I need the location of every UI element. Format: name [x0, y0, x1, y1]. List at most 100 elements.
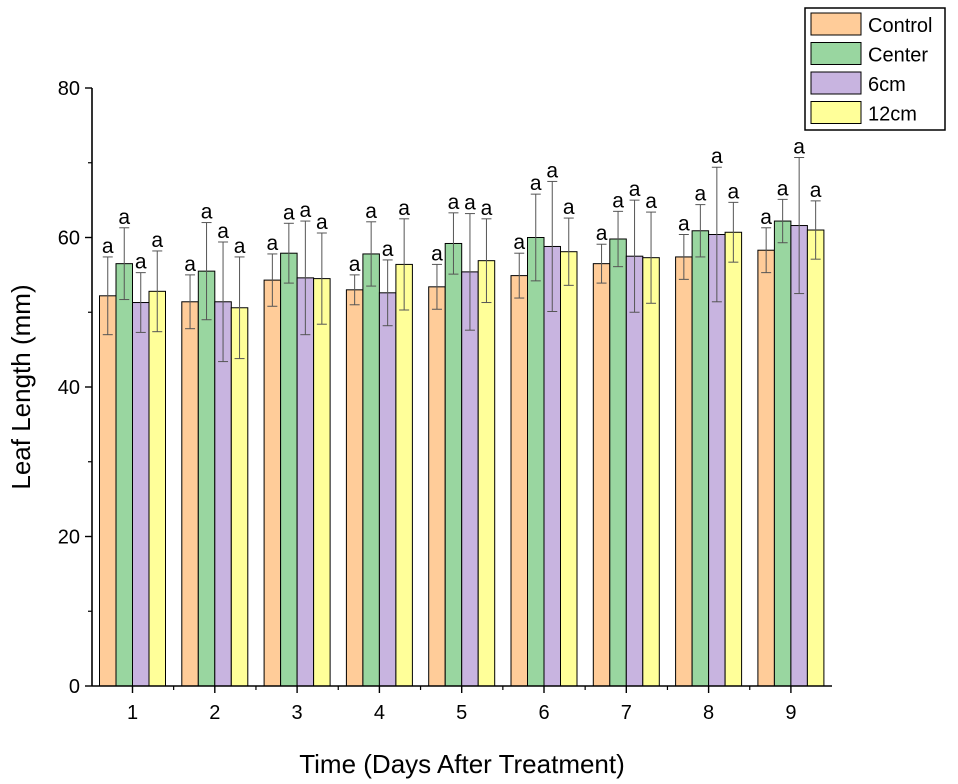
y-tick-label-40: 40	[58, 377, 80, 399]
legend-swatch-6cm	[810, 71, 862, 95]
bar-6cm-day-1	[132, 302, 150, 687]
bar-control-day-3	[263, 279, 282, 687]
bar-12cm-day-7	[642, 257, 660, 687]
y-tick-label-60: 60	[58, 228, 80, 250]
significance-label-12cm-day-2: a	[234, 235, 246, 258]
bar-center-day-8	[691, 230, 710, 687]
x-tick-label-8: 8	[703, 702, 714, 724]
bar-12cm-day-8	[724, 231, 743, 687]
bar-6cm-day-3	[296, 277, 315, 687]
ticks-layer: 1 2 3 4 5 6 7 8 9 0 20 40 60 80	[58, 78, 797, 724]
bar-12cm-day-5	[477, 260, 496, 687]
bar-control-day-6	[510, 275, 528, 687]
x-tick-label-6: 6	[538, 702, 549, 724]
x-tick-label-1: 1	[127, 702, 138, 724]
bar-center-day-9	[773, 220, 792, 687]
significance-label-control-day-5: a	[431, 242, 443, 265]
significance-label-center-day-1: a	[118, 206, 130, 229]
bar-control-day-2	[181, 301, 199, 687]
legend-label-12cm: 12cm	[868, 104, 917, 126]
significance-label-control-day-8: a	[678, 213, 690, 236]
significance-label-6cm-day-7: a	[629, 178, 641, 201]
significance-label-center-day-4: a	[365, 200, 377, 223]
bar-control-day-7	[592, 263, 611, 687]
bar-control-day-9	[757, 249, 775, 687]
significance-label-center-day-2: a	[201, 201, 213, 224]
significance-label-12cm-day-4: a	[398, 197, 410, 220]
y-tick-label-80: 80	[58, 78, 80, 100]
significance-label-control-day-3: a	[267, 232, 279, 255]
x-tick-label-9: 9	[785, 702, 796, 724]
error-bars-layer	[102, 157, 821, 363]
legend-label-control: Control	[868, 15, 932, 37]
bars-layer	[99, 220, 825, 687]
significance-label-6cm-day-9: a	[793, 136, 805, 159]
legend-swatch-control	[810, 12, 862, 36]
significance-label-control-day-2: a	[184, 253, 196, 276]
legend-swatch-center	[810, 42, 862, 65]
significance-label-12cm-day-1: a	[151, 229, 163, 252]
significance-label-12cm-day-7: a	[645, 190, 657, 213]
significance-label-6cm-day-2: a	[217, 220, 229, 243]
bar-12cm-day-4	[395, 263, 413, 687]
significance-label-12cm-day-6: a	[563, 196, 575, 219]
significance-label-6cm-day-1: a	[135, 251, 147, 274]
significance-label-6cm-day-8: a	[711, 145, 723, 168]
significance-label-12cm-day-3: a	[316, 211, 328, 234]
significance-label-center-day-3: a	[283, 201, 295, 224]
legend: Control Center 6cm 12cm	[804, 7, 946, 131]
significance-label-control-day-6: a	[513, 231, 525, 254]
significance-label-12cm-day-8: a	[728, 180, 740, 203]
y-tick-label-20: 20	[58, 527, 80, 549]
bar-12cm-day-9	[806, 229, 825, 687]
x-tick-label-7: 7	[621, 702, 632, 724]
bar-center-day-1	[115, 263, 133, 687]
bar-6cm-day-7	[625, 255, 644, 687]
bar-6cm-day-5	[461, 271, 479, 687]
x-tick-label-5: 5	[456, 702, 467, 724]
bar-6cm-day-6	[543, 245, 561, 687]
significance-label-center-day-6: a	[530, 172, 542, 195]
bar-center-day-6	[527, 237, 545, 687]
significance-label-control-day-4: a	[349, 253, 361, 276]
significance-label-control-day-1: a	[102, 235, 114, 258]
significance-label-control-day-7: a	[596, 222, 608, 245]
bar-12cm-day-1	[148, 290, 166, 687]
bar-control-day-1	[99, 295, 117, 687]
bar-control-day-4	[345, 289, 364, 687]
bar-center-day-5	[444, 242, 463, 687]
x-axis-title: Time (Days After Treatment)	[299, 749, 625, 779]
significance-label-center-day-5: a	[448, 191, 460, 214]
bar-12cm-day-2	[230, 307, 249, 687]
y-axis-title: Leaf Length (mm)	[6, 284, 36, 489]
y-tick-label-0: 0	[69, 676, 80, 698]
bar-12cm-day-6	[560, 251, 578, 687]
legend-swatch-12cm	[810, 101, 862, 124]
significance-label-6cm-day-4: a	[382, 238, 394, 261]
significance-label-control-day-9: a	[760, 206, 772, 229]
significance-label-12cm-day-5: a	[481, 197, 493, 220]
x-tick-label-3: 3	[292, 702, 303, 724]
bar-control-day-5	[428, 286, 446, 687]
bar-center-day-4	[362, 253, 380, 687]
bar-12cm-day-3	[313, 278, 331, 687]
bar-6cm-day-4	[378, 292, 397, 687]
bar-6cm-day-9	[790, 225, 808, 687]
significance-label-6cm-day-6: a	[546, 159, 558, 182]
legend-label-6cm: 6cm	[868, 74, 906, 96]
x-tick-label-4: 4	[374, 702, 385, 724]
legend-label-center: Center	[868, 45, 928, 67]
bar-center-day-2	[197, 270, 216, 687]
bar-center-day-3	[280, 252, 298, 687]
significance-label-center-day-8: a	[695, 183, 707, 206]
significance-label-6cm-day-3: a	[300, 199, 312, 222]
bar-control-day-8	[675, 256, 693, 687]
significance-label-center-day-9: a	[777, 177, 789, 200]
significance-label-center-day-7: a	[612, 189, 624, 212]
significance-label-6cm-day-5: a	[464, 192, 476, 215]
x-tick-label-2: 2	[209, 702, 220, 724]
significance-label-12cm-day-9: a	[810, 179, 822, 202]
bar-center-day-7	[609, 238, 627, 687]
